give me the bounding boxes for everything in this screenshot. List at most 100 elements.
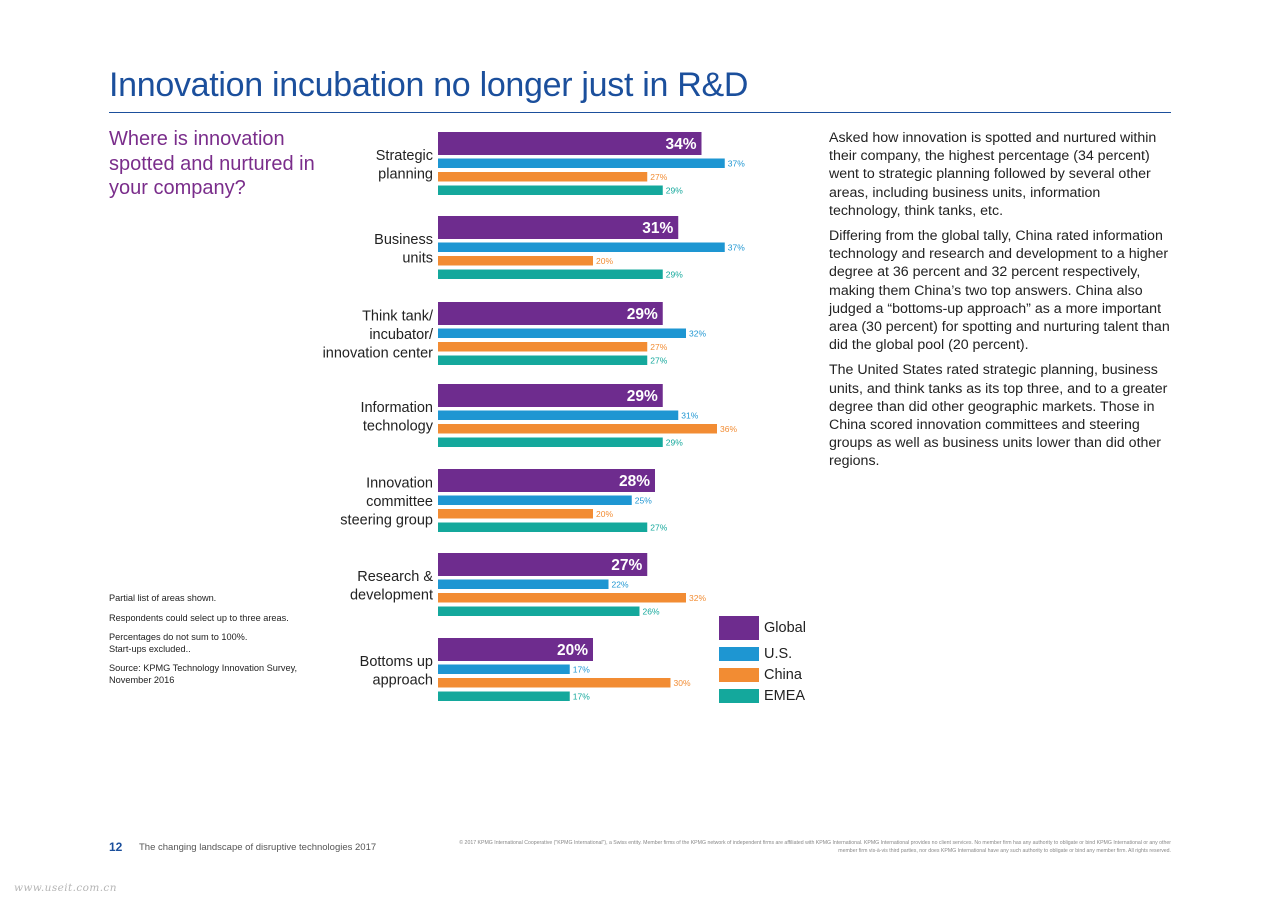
note-percentages: Percentages do not sum to 100%. Start-up… <box>109 632 248 654</box>
bar-global-strategic-planning <box>438 132 702 155</box>
category-label: units <box>402 250 433 266</box>
bar-china-strategic-planning <box>438 172 648 182</box>
data-label-emea: 27% <box>650 523 667 533</box>
bar-china-think-tank-incubator-innovation-center <box>438 342 648 352</box>
data-label-china: 27% <box>650 172 667 182</box>
bar-u-s-research-development <box>438 579 609 589</box>
category-label: Strategic <box>376 148 433 164</box>
category-label: Business <box>374 232 433 248</box>
bar-china-bottoms-up-approach <box>438 678 671 688</box>
bar-china-business-units <box>438 256 593 266</box>
category-label: development <box>350 587 433 603</box>
data-label-u-s: 32% <box>689 329 706 339</box>
category-label: Think tank/ <box>362 309 434 325</box>
legend-label: U.S. <box>764 646 793 662</box>
bar-china-research-development <box>438 593 686 603</box>
legend-swatch <box>719 647 759 661</box>
bar-emea-business-units <box>438 269 663 279</box>
legend-item-china: China <box>719 667 802 683</box>
data-label-emea: 26% <box>643 607 660 617</box>
data-label-u-s: 37% <box>728 159 745 169</box>
data-label-global: 20% <box>557 642 588 659</box>
category-label: committee <box>366 494 433 510</box>
category-label: incubator/ <box>369 327 434 343</box>
legend-item-global: Global <box>719 616 806 640</box>
category-label: technology <box>363 418 434 434</box>
category-label: Research & <box>357 569 433 585</box>
data-label-u-s: 25% <box>635 496 652 506</box>
data-label-emea: 29% <box>666 186 683 196</box>
legend-swatch <box>719 668 759 682</box>
title-divider <box>109 112 1171 113</box>
bar-global-business-units <box>438 216 679 239</box>
data-label-global: 27% <box>611 557 642 574</box>
data-label-global: 34% <box>665 136 696 153</box>
data-label-china: 36% <box>720 424 737 434</box>
legend-label: China <box>764 667 802 683</box>
data-label-emea: 29% <box>666 270 683 280</box>
watermark: www.useit.com.cn <box>14 882 117 894</box>
chart-notes: Partial list of areas shown. Respondents… <box>109 593 334 694</box>
legend-label: Global <box>764 620 806 636</box>
bar-emea-strategic-planning <box>438 185 663 195</box>
data-label-u-s: 37% <box>728 243 745 253</box>
bar-global-research-development <box>438 553 648 576</box>
bar-china-information-technology <box>438 424 717 434</box>
bar-global-bottoms-up-approach <box>438 638 593 661</box>
legend-label: EMEA <box>764 688 806 704</box>
bar-u-s-bottoms-up-approach <box>438 664 570 674</box>
analysis-paragraph-1: Asked how innovation is spotted and nurt… <box>829 130 1157 219</box>
note-source: Source: KPMG Technology Innovation Surve… <box>109 663 298 685</box>
bar-u-s-strategic-planning <box>438 158 725 168</box>
bar-u-s-business-units <box>438 242 725 252</box>
category-label: planning <box>378 166 433 182</box>
category-label: approach <box>373 672 433 688</box>
data-label-emea: 27% <box>650 356 667 366</box>
bar-emea-think-tank-incubator-innovation-center <box>438 355 648 365</box>
data-label-u-s: 22% <box>612 580 629 590</box>
data-label-u-s: 31% <box>681 411 698 421</box>
analysis-paragraph-2: Differing from the global tally, China r… <box>829 228 1170 354</box>
legend-item-u-s: U.S. <box>719 646 792 662</box>
note-partial-list: Partial list of areas shown. <box>109 593 217 603</box>
note-select-three: Respondents could select up to three are… <box>109 612 289 623</box>
page-number: 12 <box>109 840 123 854</box>
analysis-paragraph-3: The United States rated strategic planni… <box>829 362 1168 470</box>
bar-u-s-think-tank-incubator-innovation-center <box>438 328 686 338</box>
data-label-china: 27% <box>650 342 667 352</box>
legend-swatch <box>719 689 759 703</box>
legal-notice: © 2017 KPMG International Cooperative ("… <box>459 840 1171 854</box>
data-label-global: 31% <box>642 220 673 237</box>
bar-u-s-information-technology <box>438 410 679 420</box>
data-label-emea: 29% <box>666 438 683 448</box>
bar-emea-research-development <box>438 606 640 616</box>
chart-question: Where is innovation spotted and nurtured… <box>109 128 315 199</box>
legend-swatch <box>719 616 759 640</box>
category-label: Innovation <box>366 476 433 492</box>
data-label-global: 29% <box>627 306 658 323</box>
data-label-china: 32% <box>689 593 706 603</box>
category-label: innovation center <box>323 346 434 362</box>
document-title: The changing landscape of disruptive tec… <box>139 842 377 853</box>
data-label-global: 28% <box>619 473 650 490</box>
analysis-text: Asked how innovation is spotted and nurt… <box>829 129 1174 478</box>
data-label-emea: 17% <box>573 692 590 702</box>
bar-u-s-innovation-committee-steering-group <box>438 495 632 505</box>
category-label: Information <box>360 400 433 416</box>
data-label-china: 30% <box>674 678 691 688</box>
bar-global-information-technology <box>438 384 663 407</box>
bar-emea-information-technology <box>438 437 663 447</box>
category-label: steering group <box>340 513 433 529</box>
bar-global-innovation-committee-steering-group <box>438 469 655 492</box>
data-label-u-s: 17% <box>573 665 590 675</box>
category-label: Bottoms up <box>360 654 433 670</box>
data-label-global: 29% <box>627 388 658 405</box>
bar-emea-bottoms-up-approach <box>438 691 570 701</box>
legend-item-emea: EMEA <box>719 688 805 704</box>
data-label-china: 20% <box>596 509 613 519</box>
bar-china-innovation-committee-steering-group <box>438 509 593 519</box>
data-label-china: 20% <box>596 256 613 266</box>
bar-global-think-tank-incubator-innovation-center <box>438 302 663 325</box>
bar-emea-innovation-committee-steering-group <box>438 522 648 532</box>
